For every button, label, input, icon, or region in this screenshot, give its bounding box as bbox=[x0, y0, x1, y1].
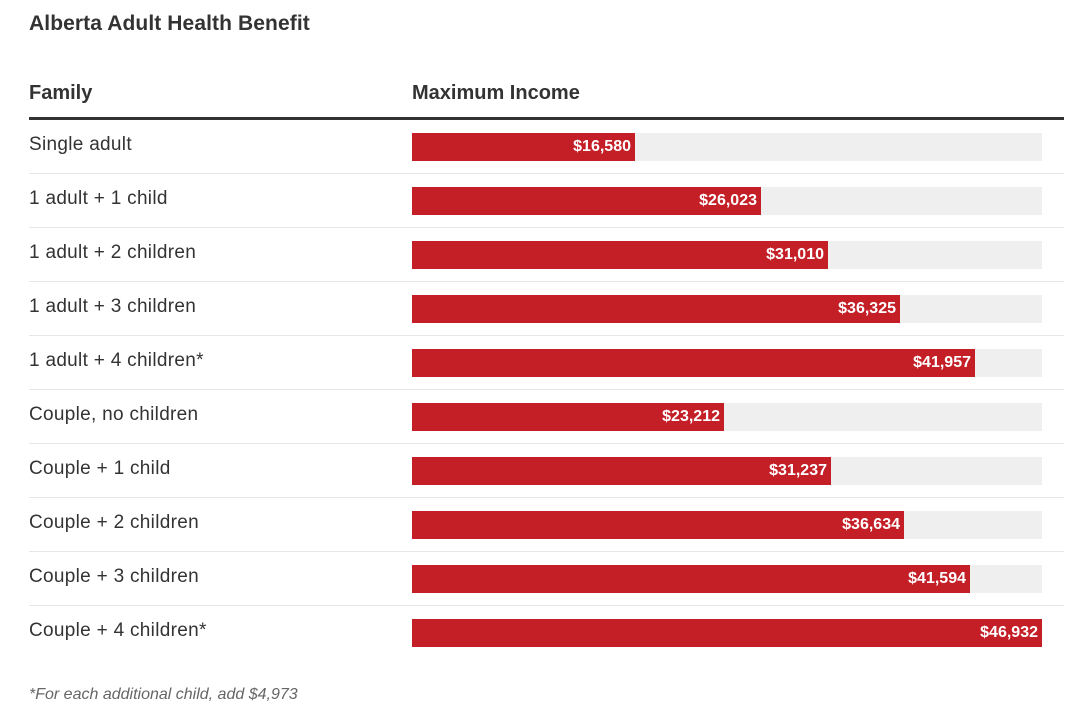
bar: $23,212 bbox=[412, 403, 724, 431]
footnote: *For each additional child, add $4,973 bbox=[29, 686, 298, 703]
bar-track: $16,580 bbox=[412, 133, 1042, 161]
bar: $41,957 bbox=[412, 349, 975, 377]
bar-track: $36,634 bbox=[412, 511, 1042, 539]
bar-track: $46,932 bbox=[412, 619, 1042, 647]
chart-row: Couple + 2 children $36,634 bbox=[29, 498, 1064, 552]
category-label: 1 adult + 1 child bbox=[29, 188, 168, 209]
bar-track: $41,594 bbox=[412, 565, 1042, 593]
bar-value-label: $41,957 bbox=[913, 354, 971, 371]
bar: $31,237 bbox=[412, 457, 831, 485]
bar-value-label: $41,594 bbox=[908, 570, 966, 587]
bar-value-label: $46,932 bbox=[980, 624, 1038, 641]
bar-value-label: $16,580 bbox=[573, 138, 631, 155]
category-label: Couple + 4 children* bbox=[29, 620, 207, 641]
bar: $16,580 bbox=[412, 133, 635, 161]
chart-row: 1 adult + 3 children $36,325 bbox=[29, 282, 1064, 336]
category-label: Couple + 2 children bbox=[29, 512, 199, 533]
bar: $36,325 bbox=[412, 295, 900, 323]
category-label: 1 adult + 2 children bbox=[29, 242, 197, 263]
category-label: 1 adult + 3 children bbox=[29, 296, 197, 317]
bar-value-label: $23,212 bbox=[662, 408, 720, 425]
bar-track: $23,212 bbox=[412, 403, 1042, 431]
chart-row: Couple, no children $23,212 bbox=[29, 390, 1064, 444]
chart-row: 1 adult + 4 children* $41,957 bbox=[29, 336, 1064, 390]
chart-row: 1 adult + 2 children $31,010 bbox=[29, 228, 1064, 282]
bar-value-label: $36,325 bbox=[838, 300, 896, 317]
chart-title: Alberta Adult Health Benefit bbox=[29, 12, 310, 35]
bar-track: $36,325 bbox=[412, 295, 1042, 323]
bar-value-label: $36,634 bbox=[842, 516, 900, 533]
bar-track: $26,023 bbox=[412, 187, 1042, 215]
bar-value-label: $31,010 bbox=[766, 246, 824, 263]
maximum-income-column-header: Maximum Income bbox=[412, 82, 580, 104]
bar: $41,594 bbox=[412, 565, 970, 593]
bar-track: $31,010 bbox=[412, 241, 1042, 269]
chart-row: Couple + 3 children $41,594 bbox=[29, 552, 1064, 606]
category-label: Single adult bbox=[29, 134, 132, 155]
category-label: Couple + 3 children bbox=[29, 566, 199, 587]
chart-row: 1 adult + 1 child $26,023 bbox=[29, 174, 1064, 228]
chart-row: Single adult $16,580 bbox=[29, 120, 1064, 174]
bar-track: $41,957 bbox=[412, 349, 1042, 377]
header-rule bbox=[29, 117, 1064, 120]
bar-track: $31,237 bbox=[412, 457, 1042, 485]
bar-value-label: $26,023 bbox=[699, 192, 757, 209]
chart-row: Couple + 1 child $31,237 bbox=[29, 444, 1064, 498]
category-label: Couple + 1 child bbox=[29, 458, 171, 479]
category-label: Couple, no children bbox=[29, 404, 199, 425]
bar: $46,932 bbox=[412, 619, 1042, 647]
bar: $36,634 bbox=[412, 511, 904, 539]
bar: $26,023 bbox=[412, 187, 761, 215]
bar-chart-rows: Single adult $16,580 1 adult + 1 child $26,… bbox=[29, 120, 1064, 660]
bar-value-label: $31,237 bbox=[769, 462, 827, 479]
chart-row: Couple + 4 children* $46,932 bbox=[29, 606, 1064, 660]
bar: $31,010 bbox=[412, 241, 828, 269]
family-column-header: Family bbox=[29, 82, 93, 104]
category-label: 1 adult + 4 children* bbox=[29, 350, 204, 371]
